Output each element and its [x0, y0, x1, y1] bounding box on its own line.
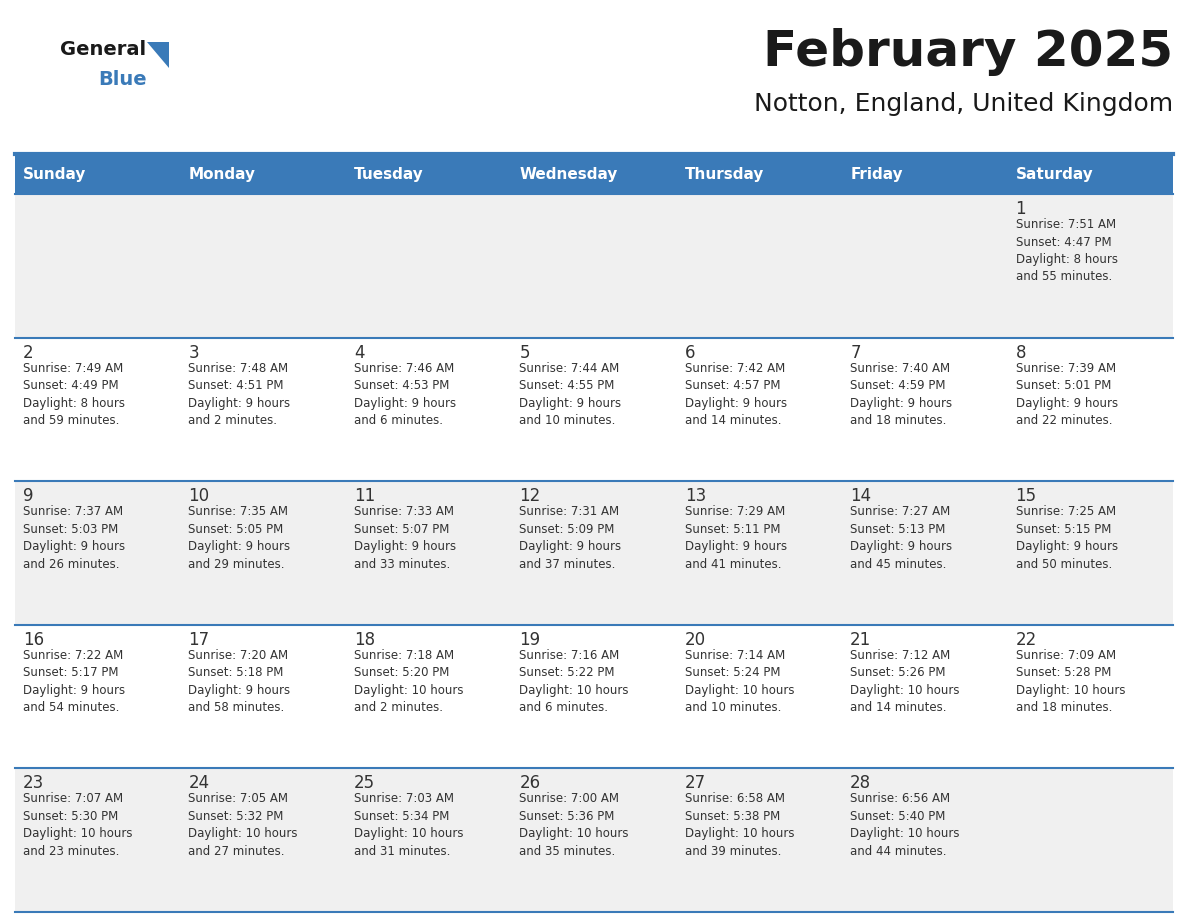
Bar	[15, 194, 1173, 338]
Bar	[346, 156, 511, 194]
Text: Sunrise: 7:07 AM
Sunset: 5:30 PM
Daylight: 10 hours
and 23 minutes.: Sunrise: 7:07 AM Sunset: 5:30 PM Dayligh…	[23, 792, 133, 858]
Text: 10: 10	[189, 487, 209, 505]
Text: 20: 20	[684, 631, 706, 649]
Text: Monday: Monday	[189, 167, 255, 183]
Text: Sunrise: 7:33 AM
Sunset: 5:07 PM
Daylight: 9 hours
and 33 minutes.: Sunrise: 7:33 AM Sunset: 5:07 PM Dayligh…	[354, 505, 456, 571]
Text: Sunrise: 7:20 AM
Sunset: 5:18 PM
Daylight: 9 hours
and 58 minutes.: Sunrise: 7:20 AM Sunset: 5:18 PM Dayligh…	[189, 649, 291, 714]
Text: 28: 28	[851, 775, 871, 792]
Text: 22: 22	[1016, 631, 1037, 649]
Bar	[15, 481, 1173, 625]
Text: Sunrise: 7:51 AM
Sunset: 4:47 PM
Daylight: 8 hours
and 55 minutes.: Sunrise: 7:51 AM Sunset: 4:47 PM Dayligh…	[1016, 218, 1118, 284]
Text: 9: 9	[23, 487, 33, 505]
Text: Sunrise: 7:31 AM
Sunset: 5:09 PM
Daylight: 9 hours
and 37 minutes.: Sunrise: 7:31 AM Sunset: 5:09 PM Dayligh…	[519, 505, 621, 571]
Text: 1: 1	[1016, 200, 1026, 218]
Text: General: General	[61, 40, 146, 59]
Text: 26: 26	[519, 775, 541, 792]
Text: Sunrise: 6:58 AM
Sunset: 5:38 PM
Daylight: 10 hours
and 39 minutes.: Sunrise: 6:58 AM Sunset: 5:38 PM Dayligh…	[684, 792, 795, 858]
Bar	[15, 338, 1173, 481]
Text: 11: 11	[354, 487, 375, 505]
Text: Sunrise: 7:44 AM
Sunset: 4:55 PM
Daylight: 9 hours
and 10 minutes.: Sunrise: 7:44 AM Sunset: 4:55 PM Dayligh…	[519, 362, 621, 427]
Text: Friday: Friday	[851, 167, 903, 183]
Bar	[15, 625, 1173, 768]
Text: Sunrise: 7:40 AM
Sunset: 4:59 PM
Daylight: 9 hours
and 18 minutes.: Sunrise: 7:40 AM Sunset: 4:59 PM Dayligh…	[851, 362, 953, 427]
Text: 8: 8	[1016, 343, 1026, 362]
Bar	[511, 156, 677, 194]
Text: 23: 23	[23, 775, 44, 792]
Text: 16: 16	[23, 631, 44, 649]
Text: 4: 4	[354, 343, 365, 362]
Text: 25: 25	[354, 775, 375, 792]
Text: 7: 7	[851, 343, 860, 362]
Text: Tuesday: Tuesday	[354, 167, 424, 183]
Text: February 2025: February 2025	[763, 28, 1173, 76]
Text: Saturday: Saturday	[1016, 167, 1093, 183]
Text: Sunrise: 7:29 AM
Sunset: 5:11 PM
Daylight: 9 hours
and 41 minutes.: Sunrise: 7:29 AM Sunset: 5:11 PM Dayligh…	[684, 505, 786, 571]
Bar	[1007, 156, 1173, 194]
Text: Sunrise: 7:22 AM
Sunset: 5:17 PM
Daylight: 9 hours
and 54 minutes.: Sunrise: 7:22 AM Sunset: 5:17 PM Dayligh…	[23, 649, 125, 714]
Text: Sunday: Sunday	[23, 167, 87, 183]
Text: Sunrise: 7:00 AM
Sunset: 5:36 PM
Daylight: 10 hours
and 35 minutes.: Sunrise: 7:00 AM Sunset: 5:36 PM Dayligh…	[519, 792, 628, 858]
Bar	[15, 156, 181, 194]
Text: Sunrise: 7:16 AM
Sunset: 5:22 PM
Daylight: 10 hours
and 6 minutes.: Sunrise: 7:16 AM Sunset: 5:22 PM Dayligh…	[519, 649, 628, 714]
Text: Sunrise: 7:03 AM
Sunset: 5:34 PM
Daylight: 10 hours
and 31 minutes.: Sunrise: 7:03 AM Sunset: 5:34 PM Dayligh…	[354, 792, 463, 858]
Text: 18: 18	[354, 631, 375, 649]
Text: Sunrise: 7:25 AM
Sunset: 5:15 PM
Daylight: 9 hours
and 50 minutes.: Sunrise: 7:25 AM Sunset: 5:15 PM Dayligh…	[1016, 505, 1118, 571]
Bar	[842, 156, 1007, 194]
Text: Sunrise: 7:46 AM
Sunset: 4:53 PM
Daylight: 9 hours
and 6 minutes.: Sunrise: 7:46 AM Sunset: 4:53 PM Dayligh…	[354, 362, 456, 427]
Bar	[181, 156, 346, 194]
Text: 5: 5	[519, 343, 530, 362]
Text: Sunrise: 6:56 AM
Sunset: 5:40 PM
Daylight: 10 hours
and 44 minutes.: Sunrise: 6:56 AM Sunset: 5:40 PM Dayligh…	[851, 792, 960, 858]
Polygon shape	[147, 42, 169, 68]
Text: Sunrise: 7:12 AM
Sunset: 5:26 PM
Daylight: 10 hours
and 14 minutes.: Sunrise: 7:12 AM Sunset: 5:26 PM Dayligh…	[851, 649, 960, 714]
Text: 12: 12	[519, 487, 541, 505]
Bar	[677, 156, 842, 194]
Text: 14: 14	[851, 487, 871, 505]
Text: 6: 6	[684, 343, 695, 362]
Text: 13: 13	[684, 487, 706, 505]
Text: Blue: Blue	[97, 70, 146, 89]
Text: Notton, England, United Kingdom: Notton, England, United Kingdom	[754, 92, 1173, 116]
Text: Sunrise: 7:18 AM
Sunset: 5:20 PM
Daylight: 10 hours
and 2 minutes.: Sunrise: 7:18 AM Sunset: 5:20 PM Dayligh…	[354, 649, 463, 714]
Text: Wednesday: Wednesday	[519, 167, 618, 183]
Text: 2: 2	[23, 343, 33, 362]
Text: Sunrise: 7:27 AM
Sunset: 5:13 PM
Daylight: 9 hours
and 45 minutes.: Sunrise: 7:27 AM Sunset: 5:13 PM Dayligh…	[851, 505, 953, 571]
Text: 21: 21	[851, 631, 871, 649]
Text: Sunrise: 7:14 AM
Sunset: 5:24 PM
Daylight: 10 hours
and 10 minutes.: Sunrise: 7:14 AM Sunset: 5:24 PM Dayligh…	[684, 649, 795, 714]
Text: Sunrise: 7:37 AM
Sunset: 5:03 PM
Daylight: 9 hours
and 26 minutes.: Sunrise: 7:37 AM Sunset: 5:03 PM Dayligh…	[23, 505, 125, 571]
Bar	[15, 768, 1173, 912]
Text: Sunrise: 7:49 AM
Sunset: 4:49 PM
Daylight: 8 hours
and 59 minutes.: Sunrise: 7:49 AM Sunset: 4:49 PM Dayligh…	[23, 362, 125, 427]
Text: 24: 24	[189, 775, 209, 792]
Text: Sunrise: 7:48 AM
Sunset: 4:51 PM
Daylight: 9 hours
and 2 minutes.: Sunrise: 7:48 AM Sunset: 4:51 PM Dayligh…	[189, 362, 291, 427]
Text: Sunrise: 7:05 AM
Sunset: 5:32 PM
Daylight: 10 hours
and 27 minutes.: Sunrise: 7:05 AM Sunset: 5:32 PM Dayligh…	[189, 792, 298, 858]
Text: Sunrise: 7:35 AM
Sunset: 5:05 PM
Daylight: 9 hours
and 29 minutes.: Sunrise: 7:35 AM Sunset: 5:05 PM Dayligh…	[189, 505, 291, 571]
Text: Sunrise: 7:09 AM
Sunset: 5:28 PM
Daylight: 10 hours
and 18 minutes.: Sunrise: 7:09 AM Sunset: 5:28 PM Dayligh…	[1016, 649, 1125, 714]
Text: 3: 3	[189, 343, 200, 362]
Text: 17: 17	[189, 631, 209, 649]
Text: Sunrise: 7:39 AM
Sunset: 5:01 PM
Daylight: 9 hours
and 22 minutes.: Sunrise: 7:39 AM Sunset: 5:01 PM Dayligh…	[1016, 362, 1118, 427]
Text: 27: 27	[684, 775, 706, 792]
Text: Sunrise: 7:42 AM
Sunset: 4:57 PM
Daylight: 9 hours
and 14 minutes.: Sunrise: 7:42 AM Sunset: 4:57 PM Dayligh…	[684, 362, 786, 427]
Text: 15: 15	[1016, 487, 1037, 505]
Text: Thursday: Thursday	[684, 167, 764, 183]
Text: 19: 19	[519, 631, 541, 649]
